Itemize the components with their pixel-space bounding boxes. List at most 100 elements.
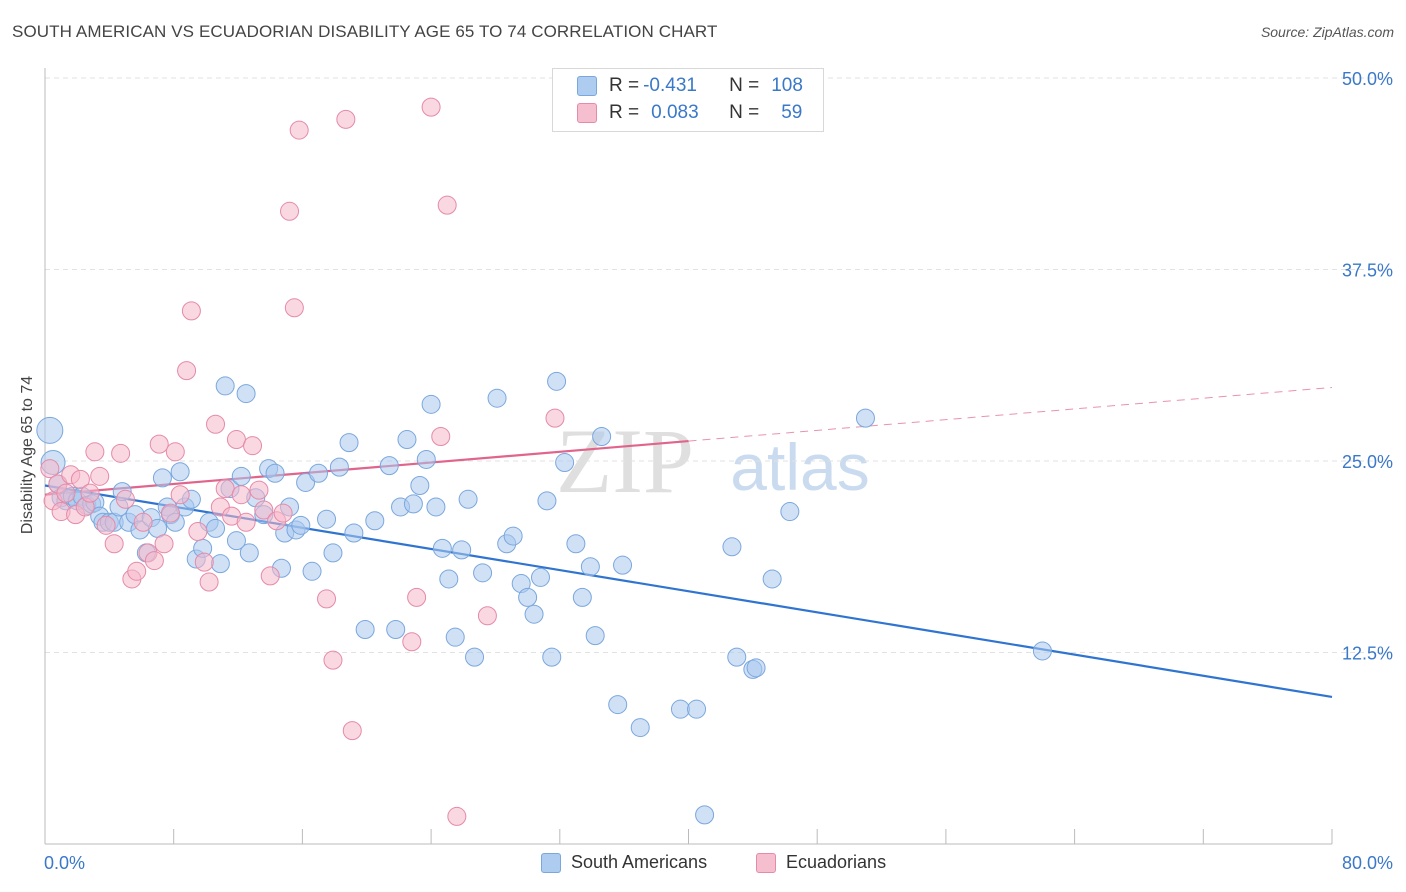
legend-swatch-pink	[577, 103, 597, 123]
y-tick-label: 12.5%	[1342, 644, 1393, 664]
point-south-american	[585, 626, 605, 646]
point-ecuadorian	[280, 201, 300, 221]
point-ecuadorian	[421, 97, 441, 117]
point-ecuadorian	[284, 298, 304, 318]
point-ecuadorian	[317, 589, 337, 609]
point-south-american	[580, 557, 600, 577]
point-ecuadorian	[249, 480, 269, 500]
point-ecuadorian	[289, 120, 309, 140]
point-south-american	[426, 497, 446, 517]
point-south-american	[302, 561, 322, 581]
point-ecuadorian	[115, 489, 135, 509]
point-south-american	[608, 695, 628, 715]
bottom-legend-ecuadorians: Ecuadorians	[756, 852, 886, 873]
point-south-american	[291, 515, 311, 535]
legend-n-label: N =	[729, 75, 760, 96]
point-ecuadorian	[260, 566, 280, 586]
point-south-american	[403, 494, 423, 514]
point-south-american	[296, 472, 316, 492]
point-south-american	[386, 620, 406, 640]
point-ecuadorian	[437, 195, 457, 215]
point-ecuadorian	[70, 469, 90, 489]
point-south-american	[365, 511, 385, 531]
legend-r-value: -0.431	[643, 75, 697, 96]
point-ecuadorian	[165, 442, 185, 462]
legend-r-label: R =	[609, 75, 640, 96]
y-axis-label: Disability Age 65 to 74	[19, 375, 36, 535]
point-south-american	[239, 543, 259, 563]
point-south-american	[210, 554, 230, 574]
point-south-american	[670, 699, 690, 719]
point-south-american	[722, 537, 742, 557]
point-south-american	[206, 518, 226, 538]
point-south-american	[465, 647, 485, 667]
point-south-american	[537, 491, 557, 511]
point-south-american	[503, 526, 523, 546]
point-ecuadorian	[177, 361, 197, 381]
point-south-american	[613, 555, 633, 575]
point-ecuadorian	[194, 552, 214, 572]
point-south-american	[452, 540, 472, 560]
point-ecuadorian	[170, 485, 190, 505]
y-tick-label: 50.0%	[1342, 69, 1393, 89]
point-south-american	[1032, 641, 1052, 661]
point-ecuadorian	[160, 503, 180, 523]
point-ecuadorian	[545, 408, 565, 428]
x-tick-label: 80.0%	[1342, 853, 1393, 873]
point-ecuadorian	[154, 534, 174, 554]
point-south-american	[572, 587, 592, 607]
point-ecuadorian	[90, 466, 110, 486]
bottom-legend-label: Ecuadorians	[786, 852, 887, 872]
point-south-american	[236, 384, 256, 404]
point-ecuadorian	[226, 430, 246, 450]
point-ecuadorian	[104, 534, 124, 554]
point-south-american	[555, 453, 575, 473]
point-south-american	[215, 376, 235, 396]
point-south-american	[518, 587, 538, 607]
point-ecuadorian	[40, 459, 60, 479]
point-ecuadorian	[231, 485, 251, 505]
bottom-legend-swatch-blue	[541, 852, 561, 873]
point-south-american	[170, 462, 190, 482]
point-ecuadorian	[199, 572, 219, 592]
point-south-american	[473, 563, 493, 583]
legend-row-ecuadorians: R = 0.083 N = 59	[577, 100, 802, 126]
x-tick-label: 0.0%	[44, 853, 85, 873]
trendline-ecuadorians-extension	[688, 386, 1333, 442]
point-ecuadorian	[323, 650, 343, 670]
point-ecuadorian	[254, 500, 274, 520]
point-south-american	[344, 523, 364, 543]
legend-n-value: 108	[771, 75, 803, 96]
point-ecuadorian	[477, 606, 497, 626]
legend-n-value: 59	[781, 102, 803, 123]
point-ecuadorian	[447, 806, 467, 826]
source-label: Source: ZipAtlas.com	[1260, 24, 1394, 40]
point-south-american	[524, 604, 544, 624]
point-south-american	[687, 699, 707, 719]
y-tick-label: 37.5%	[1342, 261, 1393, 281]
point-south-american	[542, 647, 562, 667]
legend-swatch-blue	[577, 76, 597, 96]
point-ecuadorian	[243, 436, 263, 456]
point-ecuadorian	[149, 434, 169, 454]
point-south-american	[762, 569, 782, 589]
point-south-american	[855, 408, 875, 428]
correlation-legend: R = -0.431 N = 108 R = 0.083 N = 59	[552, 68, 824, 132]
point-south-american	[226, 531, 246, 551]
point-ecuadorian	[215, 479, 235, 499]
point-south-american	[355, 620, 375, 640]
point-south-american	[487, 388, 507, 408]
point-ecuadorian	[144, 551, 164, 571]
watermark-atlas: atlas	[730, 430, 869, 504]
bottom-legend-swatch-pink	[756, 852, 776, 873]
chart-title: SOUTH AMERICAN VS ECUADORIAN DISABILITY …	[12, 22, 718, 41]
point-south-american	[339, 433, 359, 453]
point-ecuadorian	[342, 721, 362, 741]
point-south-american	[231, 466, 251, 486]
point-ecuadorian	[273, 503, 293, 523]
point-ecuadorian	[127, 561, 147, 581]
point-south-american	[530, 567, 550, 587]
point-south-american	[780, 502, 800, 522]
point-south-american	[727, 647, 747, 667]
point-ecuadorian	[206, 414, 226, 434]
